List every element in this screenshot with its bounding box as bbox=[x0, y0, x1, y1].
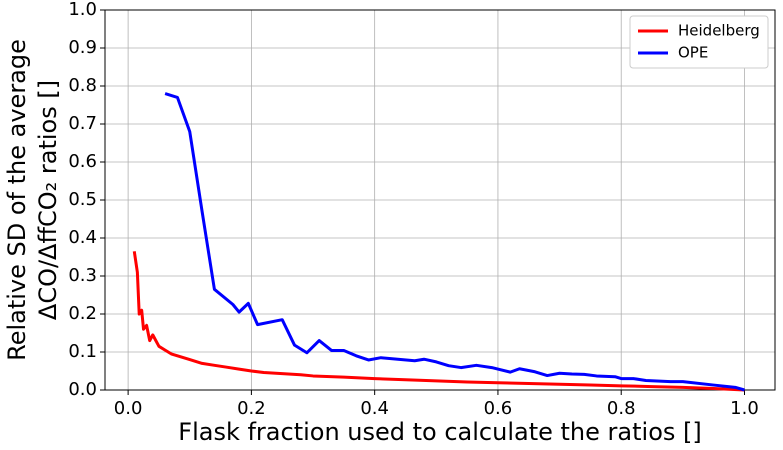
x-tick-label: 0.4 bbox=[360, 398, 389, 419]
y-tick-label: 0.6 bbox=[68, 151, 97, 172]
y-tick-label: 0.8 bbox=[68, 75, 97, 96]
x-tick-label: 0.6 bbox=[484, 398, 513, 419]
y-axis-label: Relative SD of the average bbox=[3, 39, 31, 361]
x-tick-label: 1.0 bbox=[730, 398, 759, 419]
x-tick-label: 0.2 bbox=[237, 398, 266, 419]
x-tick-label: 0.8 bbox=[607, 398, 636, 419]
data-line bbox=[132, 251, 745, 392]
y-tick-label: 0.0 bbox=[68, 379, 97, 400]
x-tick-label: 0.0 bbox=[114, 398, 143, 419]
y-tick-label: 1.0 bbox=[68, 0, 97, 20]
y-tick-label: 0.5 bbox=[68, 189, 97, 210]
plot-frame bbox=[104, 9, 776, 391]
y-tick-label: 0.2 bbox=[68, 303, 97, 324]
x-axis-label: Flask fraction used to calculate the rat… bbox=[178, 418, 701, 446]
y-tick-label: 0.9 bbox=[68, 37, 97, 58]
y-tick-label: 0.1 bbox=[68, 341, 97, 362]
legend-label: OPE bbox=[678, 44, 708, 62]
y-tick-label: 0.7 bbox=[68, 113, 97, 134]
y-tick-label: 0.3 bbox=[68, 265, 97, 286]
data-line bbox=[164, 92, 745, 392]
y-axis-label: ΔCO/ΔffCO₂ ratios [] bbox=[34, 80, 62, 320]
y-tick-label: 0.4 bbox=[68, 227, 97, 248]
legend-box bbox=[629, 15, 769, 69]
legend-label: Heidelberg bbox=[678, 22, 760, 40]
